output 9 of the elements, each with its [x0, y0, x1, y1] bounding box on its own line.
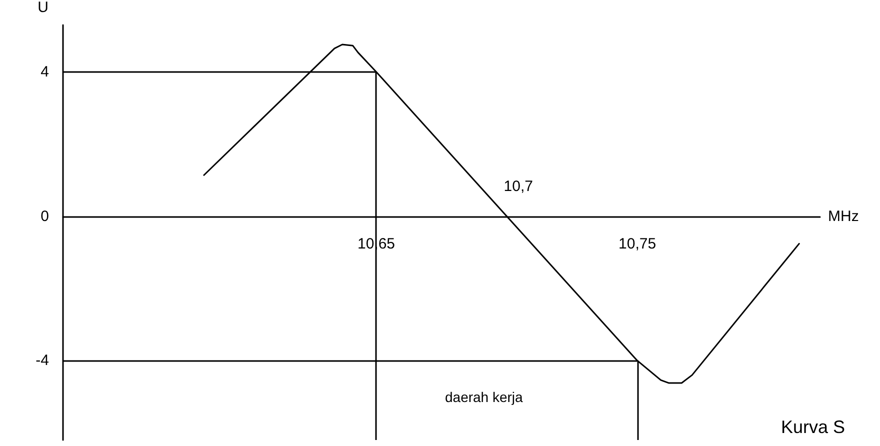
- x-axis-title: MHz: [828, 208, 859, 225]
- annotation: Kurva S: [780, 417, 846, 437]
- y-tick-label: -4: [36, 352, 49, 370]
- y-axis-title: U: [38, 0, 48, 16]
- annotation: daerah kerja: [445, 389, 524, 405]
- annotation: 10,7: [504, 178, 533, 195]
- y-tick-label: 0: [40, 208, 49, 225]
- y-tick-label: 4: [40, 63, 49, 80]
- x-tick-label: 10,75: [618, 236, 656, 253]
